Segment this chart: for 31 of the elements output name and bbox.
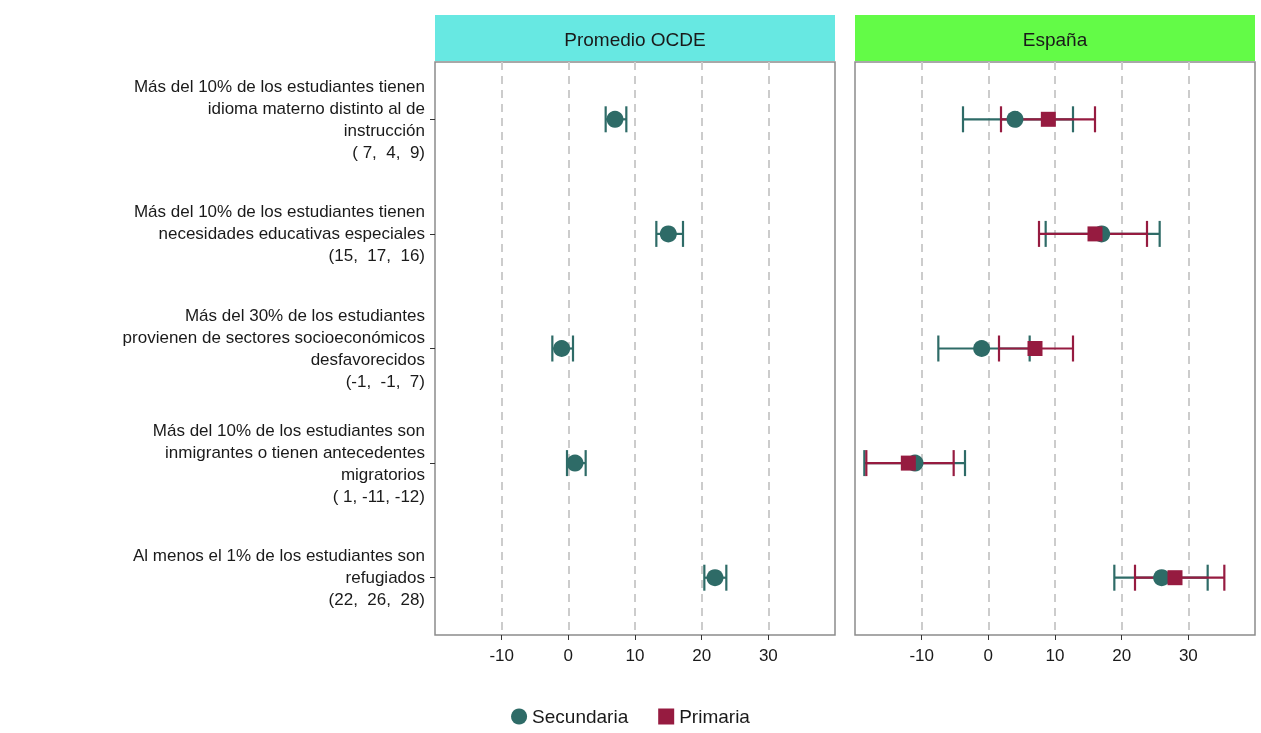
x-tick-label: 20	[1112, 646, 1132, 665]
point	[900, 455, 916, 471]
x-tick-label: 10	[625, 646, 645, 665]
x-tick-label: 20	[692, 646, 712, 665]
point	[1087, 226, 1103, 242]
x-tick-label: -10	[489, 646, 514, 665]
y-tick-label: Más del 10% de los estudiantes tienen necesidades educativas especiales (15, 17, 16)	[133, 202, 425, 266]
y-tick-label: Más del 10% de los estudiantes tienen idioma materno distinto al de instrucción ( 7, 4, 9)	[133, 76, 425, 162]
point	[553, 340, 571, 357]
point	[1027, 341, 1043, 356]
y-tick-label: Al menos el 1% de los estudiantes son refugiados (22, 26, 28)	[132, 546, 425, 610]
x-tick-label: 30	[758, 646, 778, 665]
point	[1006, 110, 1024, 128]
point	[706, 569, 724, 587]
point	[566, 454, 584, 472]
point	[606, 110, 624, 128]
point	[1167, 570, 1183, 586]
point	[659, 225, 677, 243]
legend-label: Secundaria	[532, 706, 629, 727]
x-tick-label: 10	[1045, 646, 1065, 665]
y-tick-label: Más del 10% de los estudiantes son inmigrantes o tienen antecedentes migratorios ( 1, -11, -12)	[152, 420, 425, 506]
point	[1040, 111, 1056, 127]
x-tick-label: -10	[909, 646, 934, 665]
legend-label: Primaria	[679, 706, 751, 727]
chart-title: España	[855, 15, 1255, 61]
x-tick-label: 0	[983, 646, 994, 665]
point	[973, 340, 991, 357]
y-tick-label: Más del 30% de los estudiantes provienen de sectores socioeconómicos desfavorecidos (-1, -1, 7)	[122, 306, 425, 391]
x-tick-label: 30	[1178, 646, 1198, 665]
chart-title: Promedio OCDE	[435, 15, 835, 61]
x-tick-label: 0	[563, 646, 574, 665]
